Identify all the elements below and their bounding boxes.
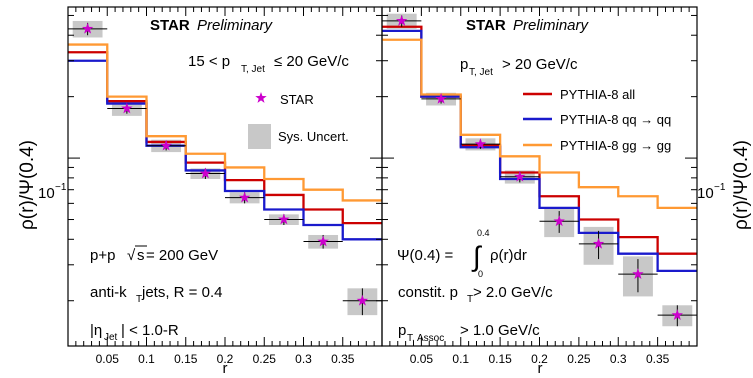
x-tick-label: 0.15 — [174, 352, 198, 366]
svg-text:| < 1.0-R: | < 1.0-R — [121, 322, 179, 339]
svg-text:T: T — [136, 294, 142, 305]
svg-text:10: 10 — [697, 185, 714, 202]
svg-text:Sys. Uncert.: Sys. Uncert. — [278, 129, 349, 144]
svg-text:jets, R = 0.4: jets, R = 0.4 — [141, 284, 222, 301]
legend-pythia-all: PYTHIA-8 all — [523, 87, 635, 102]
y-tick-label-left: 10 −1 — [38, 182, 67, 202]
svg-text:0: 0 — [478, 269, 483, 279]
svg-text:Ψ(0.4) =: Ψ(0.4) = — [397, 247, 454, 264]
legend-star-marker — [255, 92, 267, 103]
left-panel: 0.05 0.1 0.15 0.2 0.25 0.3 0.35 — [67, 6, 383, 366]
x-tick-label: 0.1 — [138, 352, 155, 366]
x-tick-label: 0.3 — [610, 352, 627, 366]
data-point — [474, 138, 487, 150]
svg-text:p: p — [460, 56, 468, 73]
svg-text:T, Jet: T, Jet — [241, 64, 265, 75]
data-point — [278, 213, 290, 225]
data-point — [238, 191, 251, 203]
integral-sign: ∫ — [471, 241, 483, 272]
svg-text:−1: −1 — [55, 182, 67, 193]
svg-text:0.4: 0.4 — [477, 228, 490, 238]
x-tick-label: 0.25 — [567, 352, 591, 366]
annotation-psi-definition: Ψ(0.4) = ∫ 0.4 0 ρ(r)dr — [397, 228, 527, 279]
left-selection-label: 15 < p T, Jet ≤ 20 GeV/c — [188, 53, 349, 75]
data-point — [160, 139, 172, 151]
y-tick-label-right: 10 −1 — [697, 182, 726, 202]
data-point — [121, 102, 133, 114]
svg-text:> 2.0 GeV/c: > 2.0 GeV/c — [473, 284, 553, 301]
legend-sys-uncert: Sys. Uncert. — [248, 124, 349, 149]
left-header: STAR Preliminary — [150, 17, 274, 34]
data-point — [632, 268, 644, 279]
data-point — [592, 237, 605, 249]
x-tick-label: 0.2 — [531, 352, 548, 366]
x-tick-label: 0.15 — [488, 352, 512, 366]
svg-text:15 < p: 15 < p — [188, 53, 230, 70]
svg-text:p+p: p+p — [90, 247, 115, 264]
x-tick-label: 0.25 — [253, 352, 277, 366]
svg-text:PYTHIA-8 gg → gg: PYTHIA-8 gg → gg — [560, 138, 671, 153]
legend-sys-box — [248, 124, 271, 149]
svg-text:p: p — [398, 322, 406, 339]
svg-text:s: s — [137, 247, 145, 264]
right-selection-label: p T, Jet > 20 GeV/c — [460, 56, 578, 78]
legend-pythia-gg: PYTHIA-8 gg → gg — [523, 138, 671, 153]
annotation-constituent-cut: constit. p T > 2.0 GeV/c — [398, 284, 553, 305]
svg-text:PYTHIA-8 all: PYTHIA-8 all — [560, 87, 635, 102]
data-point — [435, 92, 447, 104]
data-point — [199, 167, 212, 179]
svg-text:STAR: STAR — [150, 17, 190, 34]
right-panel: 0.05 0.1 0.15 0.2 0.25 0.3 0.35 — [381, 6, 698, 366]
svg-text:PYTHIA-8 qq → qq: PYTHIA-8 qq → qq — [560, 112, 671, 127]
svg-text:10: 10 — [38, 185, 55, 202]
series-line-qq — [68, 59, 382, 241]
svg-text:T, Assoc: T, Assoc — [407, 333, 444, 344]
x-tick-label: 0.1 — [452, 352, 469, 366]
annotation-collision-system: p+p √ s = 200 GeV — [90, 245, 218, 264]
legend-star: STAR — [255, 92, 314, 107]
x-axis-title-left: r — [223, 360, 228, 377]
svg-text:> 20 GeV/c: > 20 GeV/c — [502, 56, 578, 73]
x-axis-title-right: r — [538, 360, 543, 377]
y-axis-title-right: ρ(r)/Ψ(0.4) — [731, 140, 752, 230]
svg-text:anti-k: anti-k — [90, 284, 127, 301]
series-line-gg — [68, 43, 382, 202]
data-point — [553, 215, 565, 227]
svg-text:|η: |η — [90, 322, 102, 339]
svg-text:= 200 GeV: = 200 GeV — [146, 247, 218, 264]
x-tick-label: 0.05 — [410, 352, 434, 366]
data-point — [356, 294, 369, 306]
svg-text:STAR: STAR — [280, 92, 314, 107]
x-tick-label: 0.05 — [96, 352, 120, 366]
svg-text:> 1.0 GeV/c: > 1.0 GeV/c — [460, 322, 540, 339]
svg-text:−1: −1 — [714, 182, 726, 193]
svg-text:constit. p: constit. p — [398, 284, 458, 301]
svg-text:Preliminary: Preliminary — [197, 17, 274, 34]
svg-text:≤ 20 GeV/c: ≤ 20 GeV/c — [274, 53, 349, 70]
legend-pythia-qq: PYTHIA-8 qq → qq — [523, 112, 671, 127]
svg-text:Preliminary: Preliminary — [513, 17, 590, 34]
svg-text:√: √ — [127, 247, 136, 264]
x-tick-label: 0.35 — [646, 352, 670, 366]
y-axis-title-left: ρ(r)/Ψ(0.4) — [17, 140, 38, 230]
svg-text:T: T — [467, 294, 473, 305]
x-tick-label: 0.3 — [295, 352, 312, 366]
x-tick-label: 0.35 — [331, 352, 355, 366]
data-point — [81, 22, 94, 34]
svg-text:ρ(r)dr: ρ(r)dr — [490, 247, 527, 264]
data-point — [395, 14, 408, 26]
svg-text:STAR: STAR — [466, 17, 506, 34]
right-header: STAR Preliminary — [466, 17, 590, 34]
annotation-eta-cut: |η Jet | < 1.0-R — [90, 322, 179, 343]
data-point — [514, 170, 526, 182]
legend-star-icon — [255, 92, 267, 103]
x-tick-label: 0.2 — [217, 352, 234, 366]
annotation-jet-definition: anti-k T jets, R = 0.4 — [90, 284, 222, 305]
data-point — [317, 235, 329, 247]
svg-text:Jet: Jet — [104, 332, 118, 343]
annotation-assoc-cut: p T, Assoc > 1.0 GeV/c — [398, 322, 540, 344]
data-point — [671, 309, 684, 320]
svg-text:T, Jet: T, Jet — [469, 67, 493, 78]
